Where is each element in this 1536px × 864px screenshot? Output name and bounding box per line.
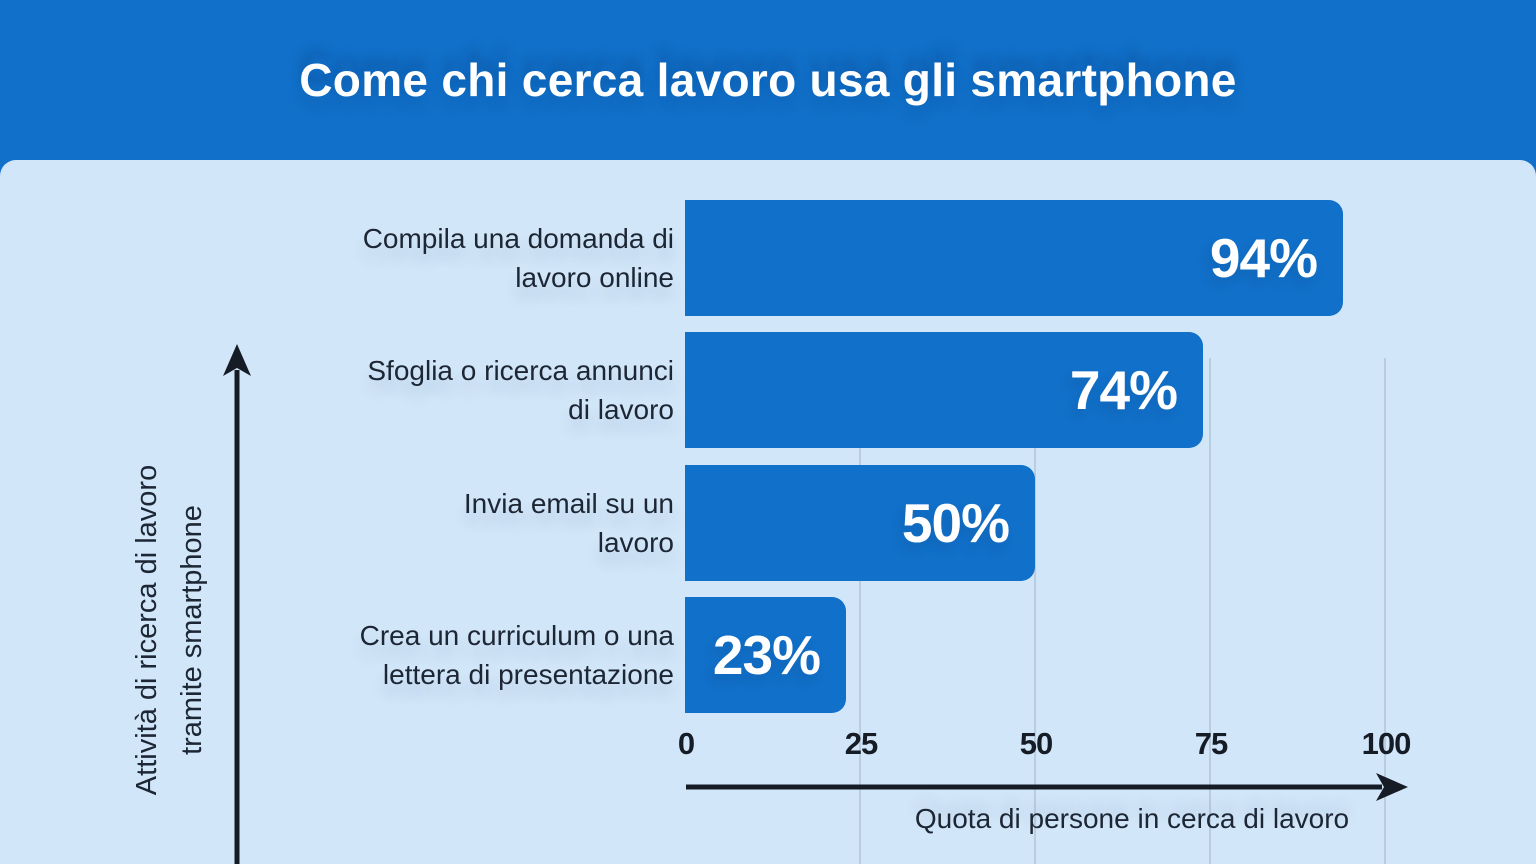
bar-row: Crea un curriculum o una lettera di pres… <box>0 597 1536 713</box>
bar-row: Invia email su un lavoro 50% <box>0 465 1536 581</box>
bar-sfoglia-annunci: 74% <box>685 332 1203 448</box>
page-title: Come chi cerca lavoro usa gli smartphone <box>299 54 1237 106</box>
chart-area: Attività di ricerca di lavoro tramite sm… <box>0 160 1536 864</box>
x-axis-tick-0: 0 <box>677 726 695 761</box>
bar-value-label: 94% <box>1209 227 1318 289</box>
bar-invia-email: 50% <box>685 465 1035 581</box>
x-axis-tick-75: 75 <box>1194 726 1228 761</box>
category-label: Invia email su un lavoro <box>463 488 674 558</box>
bar-value-label: 23% <box>712 624 821 686</box>
x-axis-tick-25: 25 <box>844 726 878 761</box>
header-banner: Come chi cerca lavoro usa gli smartphone <box>0 0 1536 160</box>
bar-compila-domanda: 94% <box>685 200 1343 316</box>
bar-row: Sfoglia o ricerca annunci di lavoro 74% <box>0 332 1536 448</box>
gridline-100 <box>1384 358 1386 864</box>
y-axis-arrow-icon <box>223 344 251 864</box>
bar-row: Compila una domanda di lavoro online 94% <box>0 200 1536 316</box>
category-label: Crea un curriculum o una lettera di pres… <box>359 620 674 690</box>
category-label: Sfoglia o ricerca annunci di lavoro <box>367 355 674 425</box>
gridline-50 <box>1034 358 1036 864</box>
gridline-25 <box>859 358 861 864</box>
x-axis-label: Quota di persone in cerca di lavoro <box>914 803 1350 834</box>
bar-crea-curriculum: 23% <box>685 597 846 713</box>
bar-value-label: 74% <box>1069 359 1178 421</box>
gridline-75 <box>1209 358 1211 864</box>
x-axis-tick-50: 50 <box>1019 726 1053 761</box>
x-axis-tick-100: 100 <box>1361 726 1412 761</box>
bar-value-label: 50% <box>901 492 1010 554</box>
x-axis-arrow-icon <box>686 773 1408 801</box>
category-label: Compila una domanda di lavoro online <box>362 223 674 293</box>
